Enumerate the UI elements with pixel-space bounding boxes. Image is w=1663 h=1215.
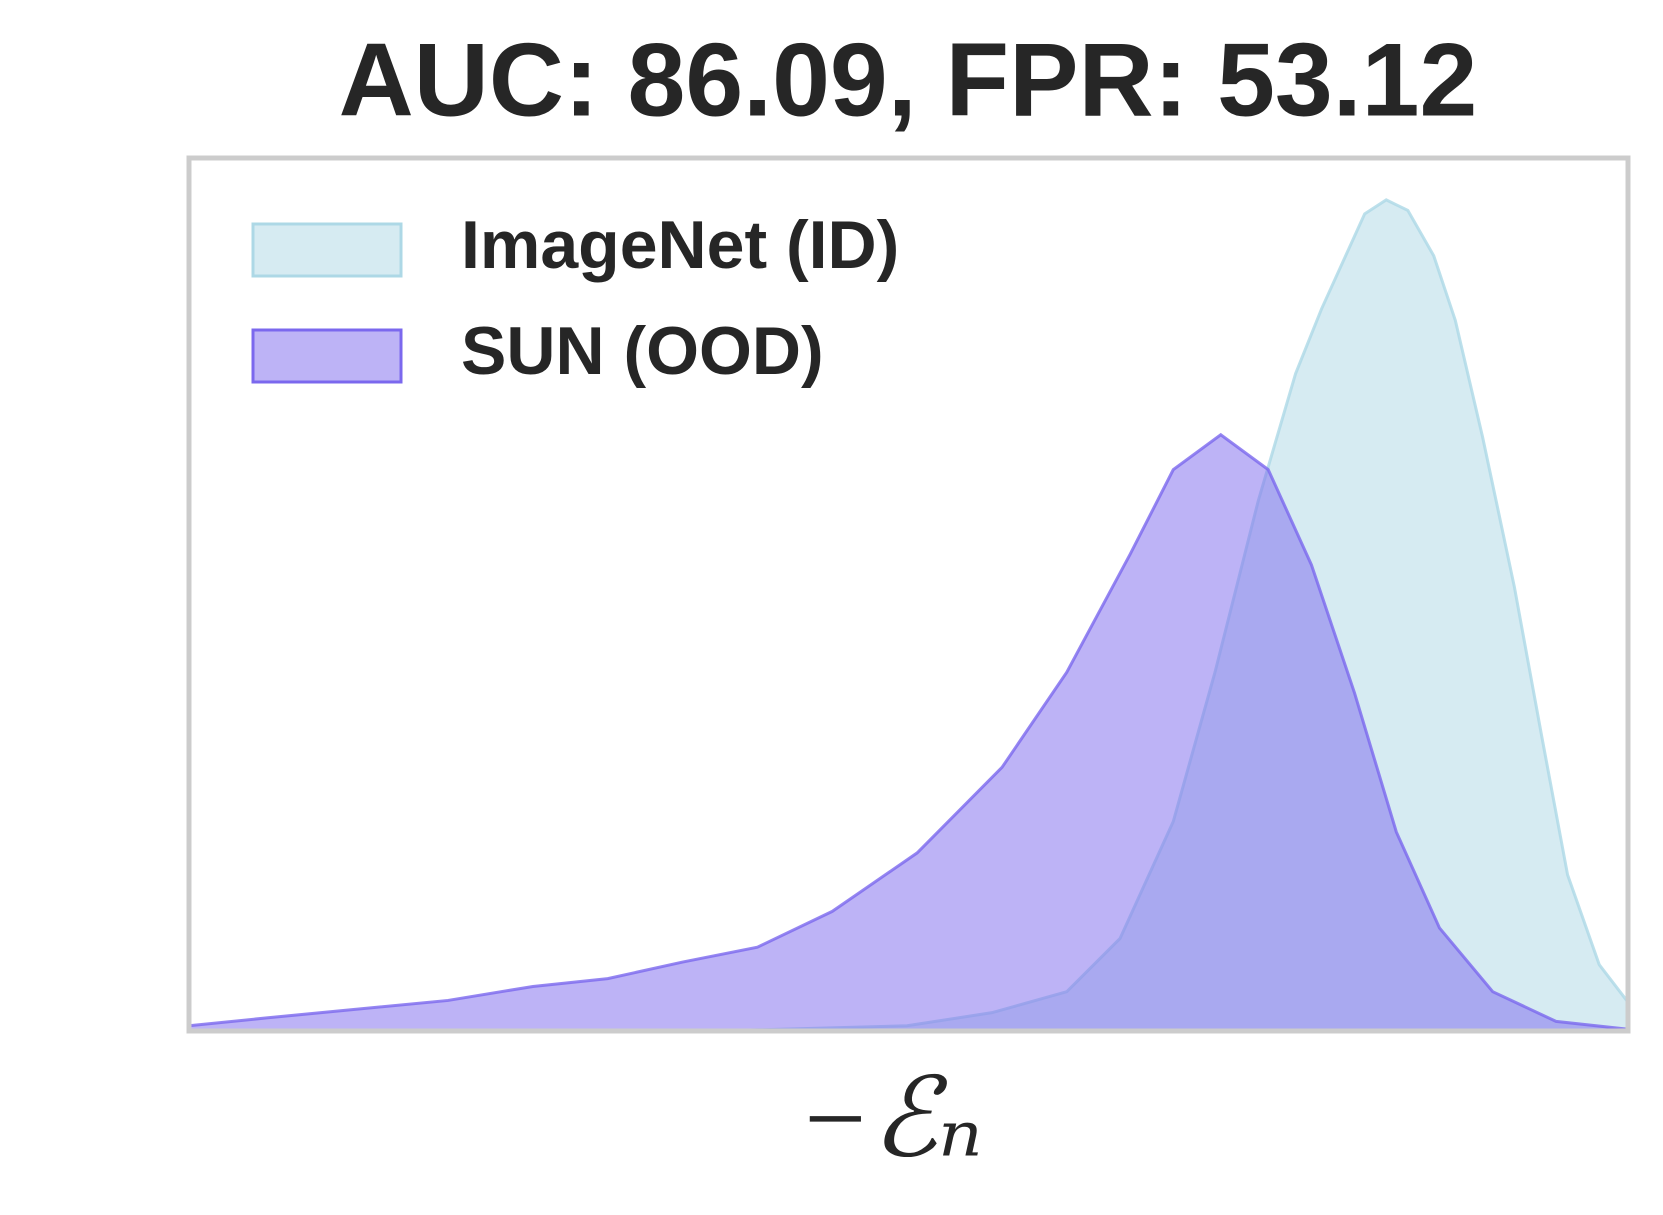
legend-swatch <box>251 328 403 384</box>
legend-label: ImageNet (ID) <box>461 207 899 283</box>
density-area <box>187 432 1630 1033</box>
legend-label: SUN (OOD) <box>461 313 824 389</box>
chart-title: AUC: 86.09, FPR: 53.12 <box>339 22 1478 138</box>
x-axis-label: −ℰₙ <box>797 1057 982 1179</box>
legend-swatch <box>251 222 403 278</box>
plot-frame <box>186 155 1631 1034</box>
